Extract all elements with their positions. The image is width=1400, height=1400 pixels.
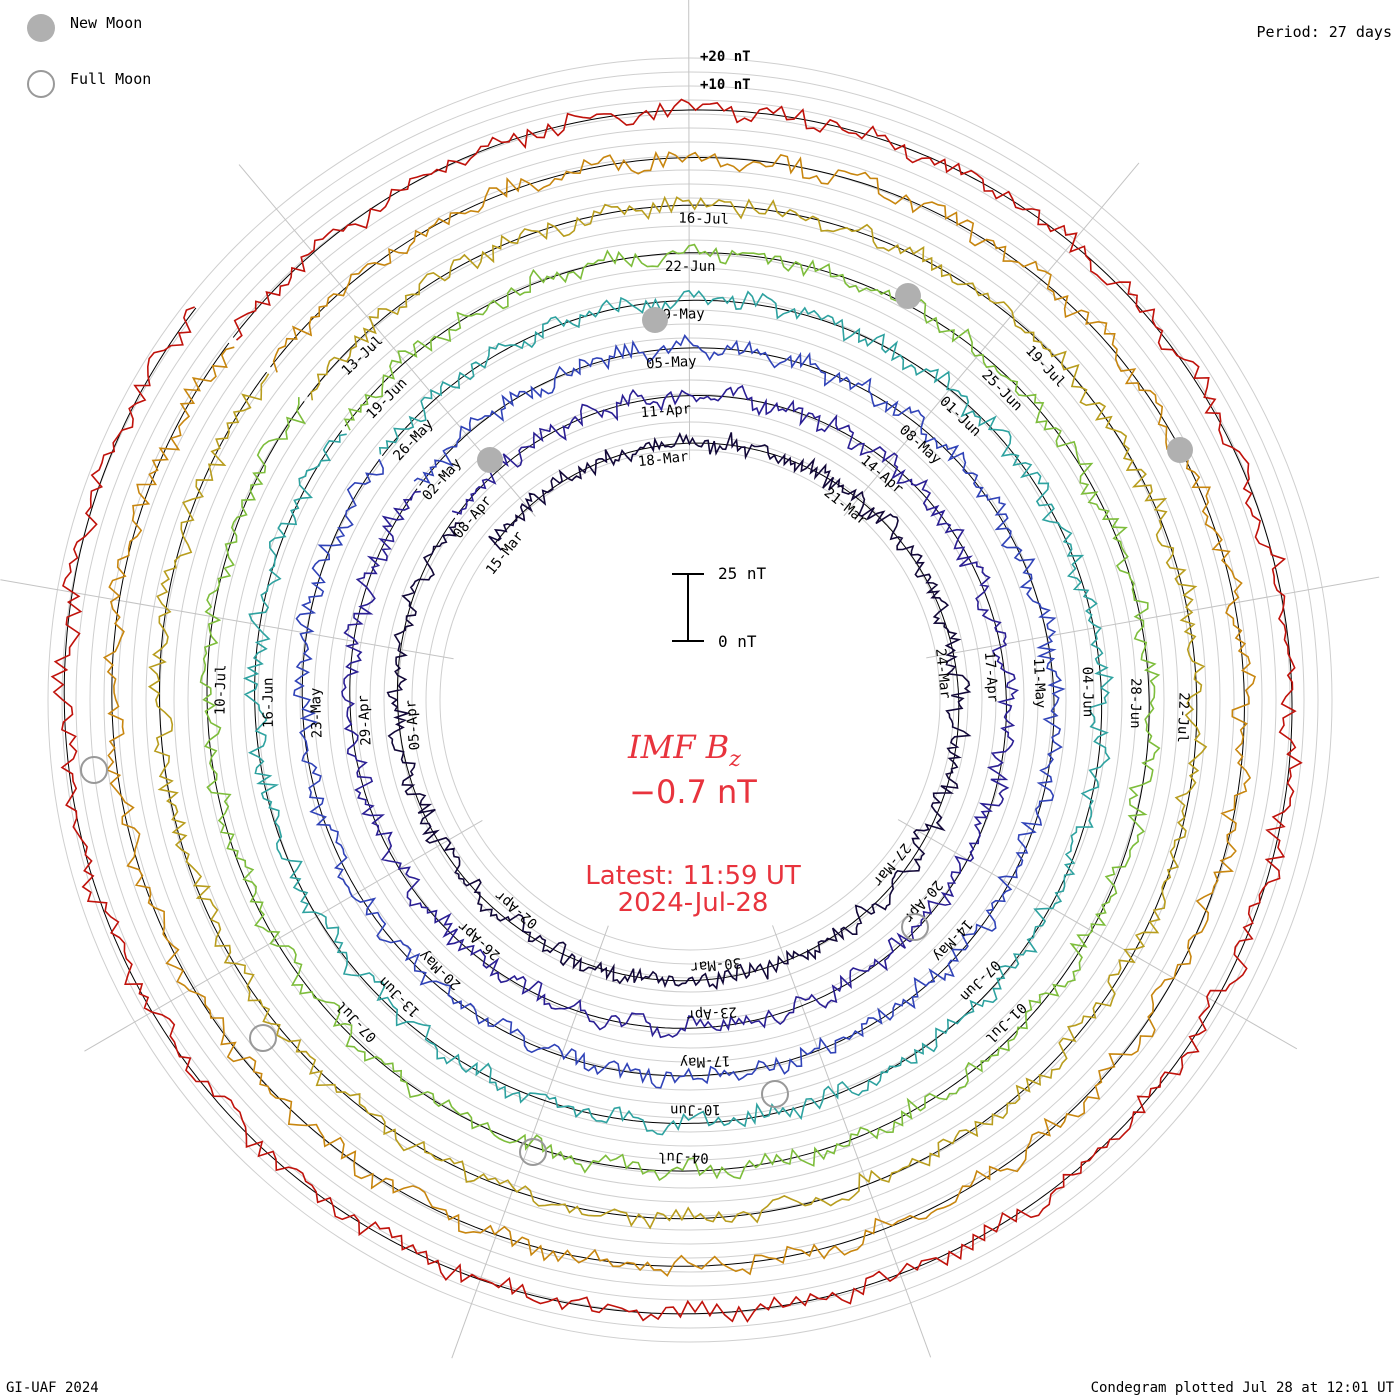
full-moon-label: Full Moon	[70, 70, 152, 88]
date-label: 19-Jul	[1022, 343, 1068, 391]
new-moon-label: New Moon	[70, 14, 143, 32]
date-label: 24-Mar	[932, 648, 953, 700]
imf-title: IMF B	[627, 728, 729, 766]
center-title: IMF Bz −0.7 nT Latest: 11:59 UT 2024-Jul…	[585, 728, 801, 918]
date-label: 11-May	[1030, 658, 1048, 709]
bz-trace-ring-3	[242, 289, 1115, 1136]
full-moon-marker	[519, 1138, 547, 1166]
date-label: 29-Apr	[355, 695, 374, 746]
date-label: 23-Apr	[686, 1003, 738, 1022]
scale-bottom-label: 0 nT	[718, 632, 757, 651]
date-label: 01-Jul	[982, 999, 1029, 1046]
full-moon-marker	[80, 756, 108, 784]
date-label: 11-Apr	[640, 401, 692, 421]
date-label: 02-Apr	[492, 887, 541, 932]
new-moon-marker	[895, 283, 921, 309]
date-label: 05-Apr	[403, 699, 424, 751]
bz-trace-ring-1	[341, 384, 1020, 1039]
date-label: 14-May	[929, 916, 975, 964]
full-moon-marker	[761, 1080, 789, 1108]
date-label: 25-Jun	[978, 367, 1025, 414]
scale-bar: 25 nT 0 nT	[672, 564, 767, 651]
date-label: 17-Apr	[981, 651, 1001, 703]
offset-label-10: +10 nT	[700, 77, 751, 93]
baseline-ring-4	[206, 252, 1150, 1172]
date-label: 05-May	[646, 354, 697, 373]
footer-plotted: Condegram plotted Jul 28 at 12:01 UT	[1090, 1380, 1394, 1396]
new-moon-marker	[477, 447, 503, 473]
svg-text:IMF Bz: IMF Bz	[627, 728, 741, 772]
new-moon-icon	[27, 14, 55, 42]
offset-labels: +20 nT +10 nT	[700, 49, 751, 93]
date-label: 16-Jun	[260, 677, 276, 728]
baseline-ring-2	[301, 347, 1055, 1077]
bz-trace-ring-5	[147, 195, 1208, 1230]
full-moon-marker	[249, 1024, 277, 1052]
full-moon-marker	[901, 913, 929, 941]
baseline-ring-3	[254, 299, 1103, 1124]
date-label: 04-Jul	[658, 1149, 709, 1166]
full-moon-icon	[27, 70, 55, 98]
date-label: 30-Mar	[690, 954, 742, 975]
new-moon-marker	[642, 307, 668, 333]
moon-markers	[80, 283, 1193, 1166]
date-label: 16-Jul	[678, 210, 729, 227]
date-label: 07-Jul	[333, 998, 380, 1045]
date-label: 22-Jul	[1174, 692, 1192, 743]
date-label: 17-May	[679, 1052, 730, 1070]
latest-time: Latest: 11:59 UT	[585, 861, 801, 891]
baseline-ring-7	[63, 109, 1293, 1315]
bz-traces	[50, 98, 1303, 1323]
new-moon-marker	[1167, 437, 1193, 463]
bz-value: −0.7 nT	[629, 773, 757, 811]
offset-label-20: +20 nT	[700, 49, 751, 65]
bz-trace-ring-6	[102, 150, 1256, 1277]
date-label: 10-Jun	[670, 1101, 721, 1118]
bz-trace-ring-2	[292, 334, 1066, 1089]
footer-credit: GI-UAF 2024	[6, 1380, 99, 1396]
imf-title-sub: z	[728, 747, 741, 772]
baseline-ring-6	[111, 157, 1245, 1267]
date-label: 18-Mar	[637, 449, 689, 471]
bz-trace-ring-7	[50, 98, 1303, 1323]
ring-grid	[47, 57, 1333, 1343]
date-label: 04-Jun	[1079, 666, 1096, 717]
period-label: Period: 27 days	[1256, 23, 1392, 41]
date-label: 22-Jun	[665, 259, 716, 275]
date-label: 28-Jun	[1127, 678, 1143, 729]
date-label: 27-Mar	[869, 840, 913, 889]
date-labels: 15-Mar18-Mar21-Mar24-Mar27-Mar30-Mar02-A…	[212, 210, 1191, 1165]
date-label: 23-May	[308, 687, 326, 738]
latest-date: 2024-Jul-28	[618, 888, 769, 918]
bz-trace-ring-0	[386, 431, 972, 991]
date-label: 10-Jul	[212, 664, 229, 715]
date-label: 20-May	[416, 947, 464, 993]
bz-trace-ring-4	[199, 243, 1161, 1182]
scale-top-label: 25 nT	[718, 564, 767, 583]
